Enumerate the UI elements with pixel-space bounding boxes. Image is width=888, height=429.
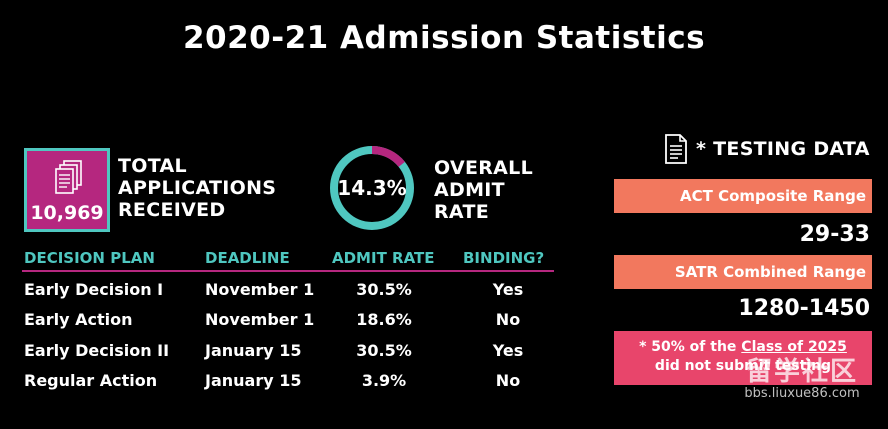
- header-binding: BINDING?: [463, 249, 545, 267]
- act-range-label: ACT Composite Range: [614, 179, 872, 213]
- admit-rate-label: OVERALL ADMIT RATE: [434, 157, 533, 223]
- header-divider: [22, 270, 554, 272]
- page-title: 2020-21 Admission Statistics: [182, 20, 706, 56]
- act-range-value: 29-33: [799, 222, 870, 247]
- applications-badge: 10,969: [24, 148, 110, 232]
- watermark: 留学社区 bbs.liuxue86.com: [722, 358, 882, 402]
- table-row: Early Action November 1 18.6% No: [24, 310, 521, 329]
- sat-range-label: SATR Combined Range: [614, 255, 872, 289]
- class-of-2025-link[interactable]: Class of 2025: [741, 339, 847, 355]
- applications-count: 10,969: [30, 202, 104, 224]
- sat-range-value: 1280-1450: [738, 296, 870, 321]
- watermark-text: 留学社区: [745, 357, 858, 387]
- header-admit-rate: ADMIT RATE: [332, 249, 435, 267]
- documents-icon: [55, 160, 82, 194]
- table-row: Early Decision I November 1 30.5% Yes: [24, 280, 524, 299]
- applications-label: TOTAL APPLICATIONS RECEIVED: [118, 155, 277, 221]
- testing-title: * TESTING DATA: [696, 138, 870, 160]
- header-decision-plan: DECISION PLAN: [24, 249, 155, 267]
- table-row: Regular Action January 15 3.9% No: [24, 371, 521, 390]
- donut-fill: [330, 146, 414, 230]
- table-row: Early Decision II January 15 30.5% Yes: [24, 341, 524, 360]
- document-icon: [665, 134, 687, 164]
- admit-rate-donut: [330, 146, 414, 230]
- header-deadline: DEADLINE: [205, 249, 290, 267]
- watermark-url: bbs.liuxue86.com: [744, 386, 860, 401]
- admit-rate-value: 14.3%: [337, 176, 407, 200]
- test-optional-note: * 50% of the Class of 2025 did not submi…: [614, 331, 872, 385]
